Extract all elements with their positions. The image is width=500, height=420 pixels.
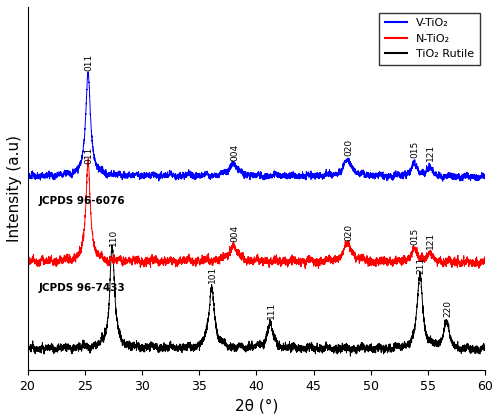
Text: 020: 020	[344, 224, 354, 241]
Y-axis label: Intensity (a.u): Intensity (a.u)	[7, 135, 22, 242]
Text: 220: 220	[443, 300, 452, 317]
Text: 020: 020	[344, 139, 354, 156]
Text: 011: 011	[85, 147, 94, 164]
Text: JCPDS 96-6076: JCPDS 96-6076	[39, 196, 126, 206]
Text: 015: 015	[411, 141, 420, 158]
Text: 004: 004	[230, 144, 239, 161]
Text: 011: 011	[85, 54, 94, 71]
Text: 121: 121	[426, 144, 434, 161]
X-axis label: 2θ (°): 2θ (°)	[234, 398, 278, 413]
Text: 004: 004	[230, 225, 239, 242]
Text: 111: 111	[266, 302, 276, 319]
Text: 211: 211	[416, 257, 426, 274]
Text: 101: 101	[208, 265, 218, 283]
Text: 110: 110	[109, 228, 118, 246]
Text: JCPDS 96-7433: JCPDS 96-7433	[39, 283, 126, 293]
Legend: V-TiO₂, N-TiO₂, TiO₂ Rutile: V-TiO₂, N-TiO₂, TiO₂ Rutile	[379, 13, 480, 65]
Text: 121: 121	[426, 232, 434, 249]
Text: 015: 015	[411, 228, 420, 245]
